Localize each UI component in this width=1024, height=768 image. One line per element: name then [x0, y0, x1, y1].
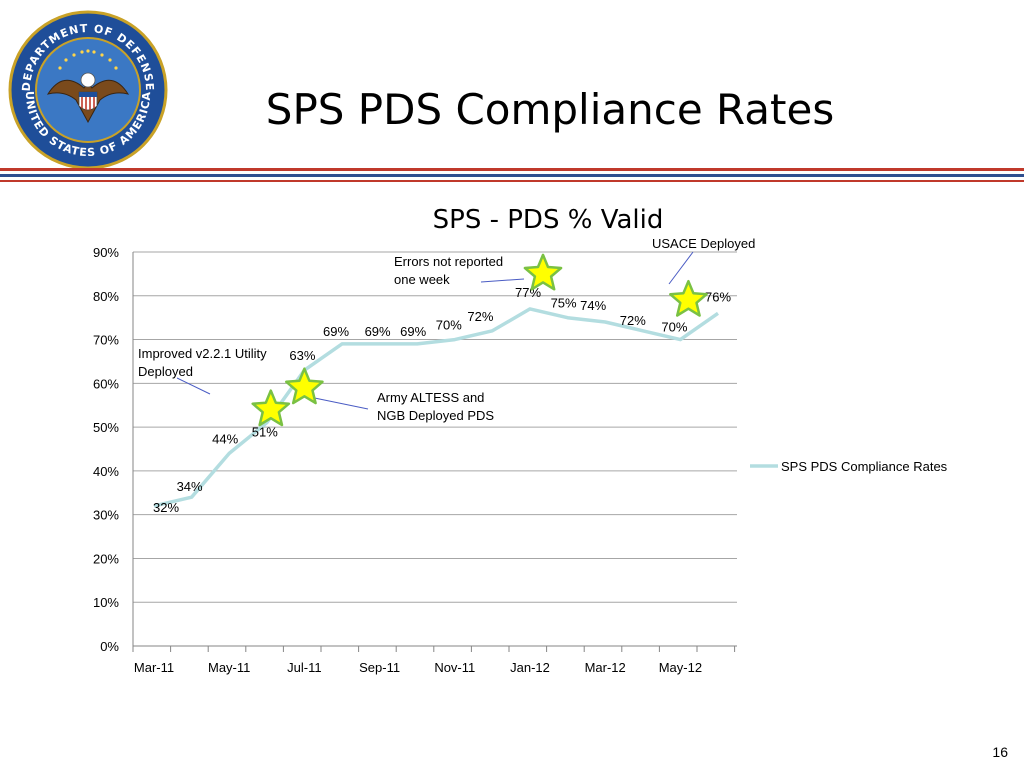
x-tick-label: Mar-11	[134, 660, 174, 675]
y-tick-label: 70%	[93, 333, 119, 348]
callout-leader-line	[668, 251, 694, 285]
x-tick-label: Sep-11	[359, 660, 400, 675]
data-label: 72%	[467, 309, 493, 324]
milestone-star-icon	[669, 279, 708, 317]
callout-leader-line	[480, 278, 525, 283]
x-tick-label: Jan-12	[510, 660, 550, 675]
data-label: 51%	[252, 425, 278, 440]
data-label: 70%	[661, 320, 687, 335]
series-line-sps-pds-compliance-rates	[153, 307, 720, 508]
y-tick-label: 80%	[93, 289, 119, 304]
header-rule-red	[0, 168, 1024, 171]
annotation-text: Improved v2.2.1 Utility	[138, 346, 267, 361]
eagle-icon	[46, 72, 130, 124]
y-tick-label: 90%	[93, 245, 119, 260]
data-label: 63%	[289, 348, 315, 363]
annotation-text: NGB Deployed PDS	[377, 408, 494, 423]
y-tick-label: 40%	[93, 464, 119, 479]
data-label: 76%	[705, 289, 731, 304]
department-of-defense-seal: DEPARTMENT OF DEFENSE UNITED STATES OF A…	[8, 10, 168, 170]
data-label: 72%	[620, 313, 646, 328]
header-rule-red-thin	[0, 180, 1024, 182]
legend-label: SPS PDS Compliance Rates	[781, 459, 948, 474]
data-label: 69%	[323, 324, 349, 339]
data-label: 69%	[400, 324, 426, 339]
x-tick-label: Mar-12	[585, 660, 626, 675]
page-number: 16	[992, 744, 1008, 760]
x-tick-label: Nov-11	[434, 660, 475, 675]
annotation-text: Errors not reported	[394, 254, 503, 269]
data-label: 74%	[580, 298, 606, 313]
data-label: 32%	[153, 500, 179, 515]
y-tick-label: 50%	[93, 420, 119, 435]
y-tick-label: 20%	[93, 551, 119, 566]
slide-title: SPS PDS Compliance Rates	[265, 85, 835, 134]
header-rule-blue	[0, 174, 1024, 177]
callout-leader-line	[176, 377, 211, 395]
milestone-star-icon	[523, 253, 563, 291]
y-tick-label: 30%	[93, 508, 119, 523]
data-label: 44%	[212, 431, 238, 446]
annotation-text: Deployed	[138, 364, 193, 379]
compliance-line-chart: SPS - PDS % Valid 0% 10% 20% 30% 40% 50% 60% 70%…	[93, 205, 948, 675]
annotation-text: Army ALTESS and	[377, 390, 484, 405]
annotation-text: one week	[394, 272, 450, 287]
y-tick-label: 60%	[93, 376, 119, 391]
annotation-text: USACE Deployed	[652, 236, 755, 251]
milestone-star-icon	[285, 367, 324, 405]
data-label: 70%	[436, 318, 462, 333]
seal-stars-icon	[58, 49, 118, 70]
data-label: 75%	[551, 296, 577, 311]
data-label: 69%	[365, 324, 391, 339]
x-tick-label: May-12	[659, 660, 702, 675]
x-tick-label: Jul-11	[287, 660, 321, 675]
milestone-star-icon	[251, 389, 291, 427]
data-label: 34%	[177, 479, 203, 494]
chart-title: SPS - PDS % Valid	[433, 205, 664, 235]
y-tick-label: 10%	[93, 595, 119, 610]
y-tick-label: 0%	[100, 639, 119, 654]
x-tick-label: May-11	[208, 660, 250, 675]
